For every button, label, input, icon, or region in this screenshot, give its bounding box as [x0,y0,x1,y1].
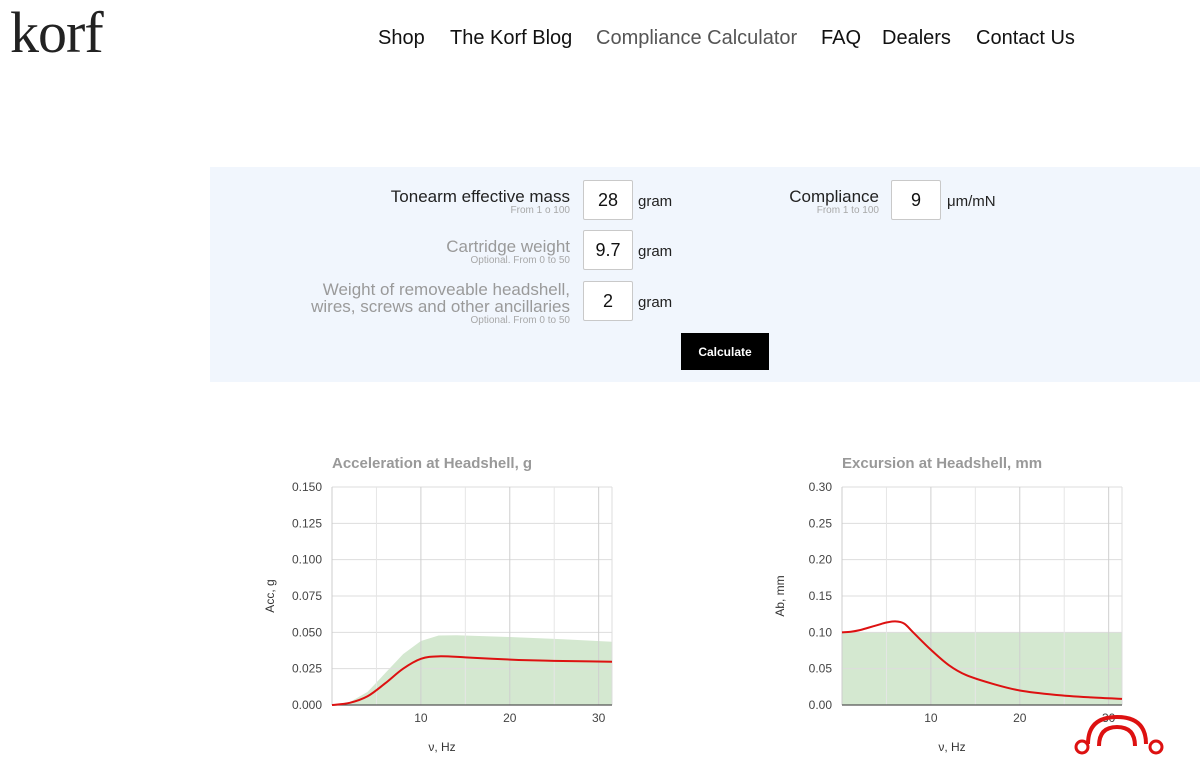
calculator-form: Tonearm effective mass From 1 o 100 gram… [210,167,1200,382]
x-tick-label: 20 [1013,711,1027,725]
cartridge-weight-label-group: Cartridge weight Optional. From 0 to 50 [446,238,570,266]
compliance-input[interactable] [891,180,941,220]
nav-shop[interactable]: Shop [378,27,425,49]
x-tick-label: 20 [503,711,517,725]
y-tick-label: 0.25 [809,516,833,530]
korf-logo[interactable]: korf [10,0,104,65]
headshell-weight-label-line2: wires, screws and other ancillaries [311,297,570,316]
response-curve [331,655,613,706]
compliance-unit: μm/mN [947,193,996,210]
cartridge-weight-hint: Optional. From 0 to 50 [470,255,571,266]
nav-faq[interactable]: FAQ [821,27,862,49]
y-tick-label: 0.05 [809,662,833,676]
y-tick-label: 0.20 [809,553,833,567]
y-tick-label: 0.30 [809,480,833,494]
calculate-button[interactable]: Calculate [681,333,769,370]
y-tick-label: 0.125 [292,516,322,530]
safe-zone-band [332,635,612,705]
y-tick-label: 0.100 [292,553,322,567]
tonearm-mass-label-group: Tonearm effective mass From 1 o 100 [391,188,570,216]
x-tick-label: 30 [592,711,606,725]
y-axis-label: Ab, mm [773,575,787,616]
y-tick-label: 0.025 [292,662,322,676]
y-tick-label: 0.15 [809,589,833,603]
chart-title: Acceleration at Headshell, g [332,455,532,472]
cartridge-weight-unit: gram [638,243,673,260]
headshell-weight-label-group: Weight of removeable headshell, wires, s… [311,281,570,326]
headshell-weight-hint: Optional. From 0 to 50 [470,315,571,326]
acceleration-chart: Acceleration at Headshell, g 0.000 0.025 0.… [250,445,630,770]
y-tick-label: 0.00 [809,698,833,712]
tonearm-mass-unit: gram [638,193,673,210]
compliance-label-group: Compliance From 1 to 100 [789,188,879,216]
headshell-weight-input[interactable] [583,281,633,321]
main-nav: Shop The Korf Blog Compliance Calculator… [0,27,1200,53]
nav-contact-us[interactable]: Contact Us [976,27,1075,49]
response-curve [841,620,1123,700]
compliance-hint: From 1 to 100 [816,205,879,216]
headshell-weight-label-line1: Weight of removeable headshell, [322,280,570,299]
headphones-badge-icon[interactable] [1070,712,1170,760]
nav-blog[interactable]: The Korf Blog [450,27,573,49]
y-tick-label: 0.000 [292,698,322,712]
tonearm-mass-input[interactable] [583,180,633,220]
x-axis-label: ν, Hz [938,740,965,754]
nav-compliance-calculator[interactable]: Compliance Calculator [596,27,798,49]
y-tick-label: 0.075 [292,589,322,603]
nav-dealers[interactable]: Dealers [882,27,951,49]
x-tick-label: 10 [414,711,428,725]
excursion-chart-svg: Excursion at Headshell, mm 0.00 0.05 0.10 0.… [773,455,1123,754]
y-tick-label: 0.10 [809,625,833,639]
cartridge-weight-label: Cartridge weight [446,237,570,256]
x-tick-label: 10 [924,711,938,725]
excursion-chart: Excursion at Headshell, mm 0.00 0.05 0.10 0.… [760,445,1140,770]
y-axis-label: Acc, g [263,579,277,612]
x-axis-label: ν, Hz [428,740,455,754]
headshell-weight-unit: gram [638,294,673,311]
chart-title: Excursion at Headshell, mm [842,455,1042,472]
tonearm-mass-label: Tonearm effective mass [390,187,570,206]
y-tick-label: 0.150 [292,480,322,494]
compliance-label: Compliance [789,187,879,206]
y-tick-label: 0.050 [292,625,322,639]
tonearm-mass-hint: From 1 o 100 [510,205,570,216]
acceleration-chart-svg: Acceleration at Headshell, g 0.000 0.025 0.… [263,455,613,754]
cartridge-weight-input[interactable] [583,230,633,270]
